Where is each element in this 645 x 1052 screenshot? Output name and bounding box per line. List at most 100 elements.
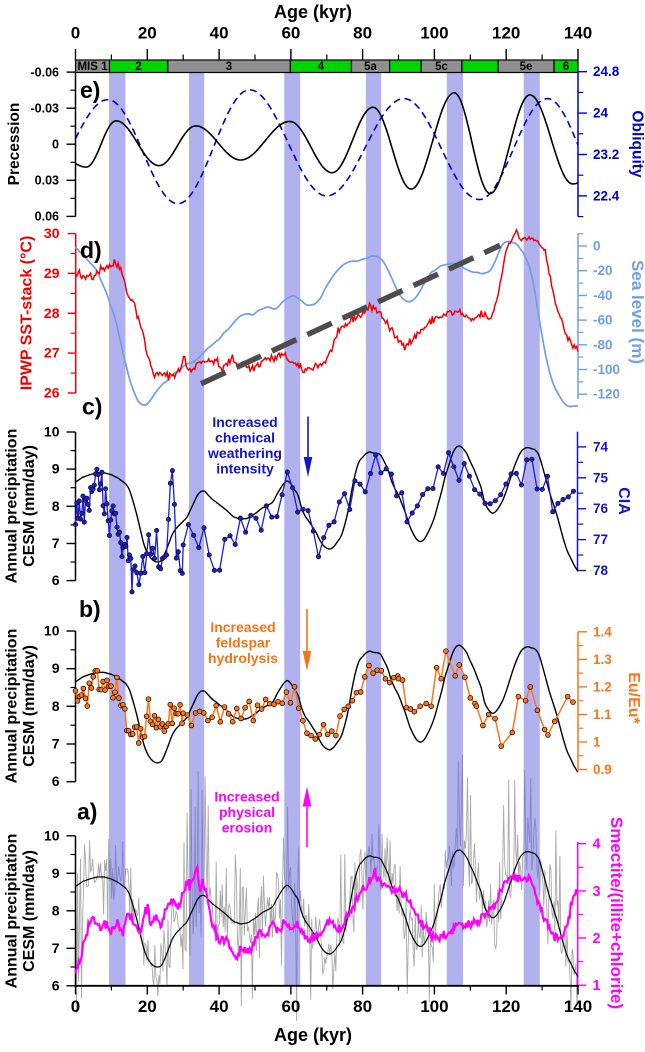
svg-text:MIS 1: MIS 1 <box>77 61 108 73</box>
svg-text:75: 75 <box>593 470 609 485</box>
svg-text:140: 140 <box>564 997 592 1016</box>
svg-text:1.2: 1.2 <box>593 679 612 694</box>
svg-text:10: 10 <box>44 623 60 639</box>
svg-text:7: 7 <box>52 940 60 956</box>
svg-text:76: 76 <box>593 501 609 516</box>
svg-text:120: 120 <box>492 24 520 43</box>
svg-text:0.06: 0.06 <box>35 210 59 224</box>
svg-text:weathering: weathering <box>207 445 282 461</box>
svg-text:77: 77 <box>593 532 608 547</box>
svg-text:Smectite/(illite+chlorite): Smectite/(illite+chlorite) <box>607 817 626 1009</box>
svg-text:22.4: 22.4 <box>593 188 620 203</box>
svg-text:24: 24 <box>593 106 609 121</box>
svg-text:28: 28 <box>44 305 60 321</box>
svg-text:physical: physical <box>219 804 275 820</box>
svg-text:0: 0 <box>71 997 80 1016</box>
svg-text:5c: 5c <box>435 61 448 73</box>
svg-text:6: 6 <box>52 572 60 588</box>
svg-text:Annual precipitation: Annual precipitation <box>4 834 21 989</box>
svg-text:60: 60 <box>281 24 300 43</box>
svg-text:78: 78 <box>593 563 609 578</box>
svg-text:chemical: chemical <box>215 430 275 446</box>
svg-text:CESM (mm/day): CESM (mm/day) <box>21 445 38 567</box>
svg-text:Sea level (m): Sea level (m) <box>628 260 645 364</box>
svg-text:26: 26 <box>44 385 60 401</box>
svg-text:-60: -60 <box>593 313 613 328</box>
svg-text:30: 30 <box>44 225 60 241</box>
svg-text:80: 80 <box>353 997 372 1016</box>
svg-text:-120: -120 <box>593 387 620 402</box>
svg-text:Age (kyr): Age (kyr) <box>274 2 352 22</box>
svg-text:5a: 5a <box>364 61 377 73</box>
svg-text:2: 2 <box>135 61 141 73</box>
svg-text:a): a) <box>77 799 97 825</box>
svg-text:1.4: 1.4 <box>593 624 612 639</box>
svg-text:b): b) <box>79 596 101 622</box>
svg-text:1: 1 <box>593 978 601 994</box>
svg-text:100: 100 <box>420 24 448 43</box>
svg-text:1.3: 1.3 <box>593 652 612 667</box>
svg-text:40: 40 <box>210 997 229 1016</box>
svg-text:CESM (mm/day): CESM (mm/day) <box>21 645 38 767</box>
svg-text:3: 3 <box>593 884 601 900</box>
svg-text:7: 7 <box>52 535 60 551</box>
svg-text:Age (kyr): Age (kyr) <box>274 1025 352 1045</box>
svg-text:hydrolysis: hydrolysis <box>208 650 278 666</box>
svg-text:6: 6 <box>52 773 60 789</box>
svg-text:20: 20 <box>138 997 157 1016</box>
svg-text:10: 10 <box>44 424 60 440</box>
svg-text:9: 9 <box>52 865 60 881</box>
svg-text:CIA: CIA <box>615 487 632 515</box>
svg-text:29: 29 <box>44 265 60 281</box>
svg-text:4: 4 <box>593 837 601 853</box>
svg-text:c): c) <box>82 394 102 420</box>
svg-text:74: 74 <box>593 439 609 454</box>
svg-text:Eu/Eu*: Eu/Eu* <box>625 672 642 724</box>
svg-text:9: 9 <box>52 660 60 676</box>
svg-text:0: 0 <box>71 24 80 43</box>
svg-text:-0.06: -0.06 <box>31 65 60 79</box>
svg-text:Obliquity: Obliquity <box>629 110 645 178</box>
svg-text:4: 4 <box>318 61 325 73</box>
svg-text:7: 7 <box>52 736 60 752</box>
svg-text:-100: -100 <box>593 362 620 377</box>
svg-text:6: 6 <box>563 61 569 73</box>
svg-text:8: 8 <box>52 902 60 918</box>
svg-text:80: 80 <box>353 24 372 43</box>
svg-text:140: 140 <box>564 24 592 43</box>
svg-text:2: 2 <box>593 931 601 947</box>
svg-text:-80: -80 <box>593 337 613 352</box>
svg-text:0: 0 <box>52 137 59 151</box>
svg-text:1.1: 1.1 <box>593 707 612 722</box>
svg-text:1: 1 <box>593 735 601 750</box>
svg-text:0: 0 <box>593 239 601 254</box>
svg-text:-40: -40 <box>593 288 613 303</box>
svg-text:10: 10 <box>44 827 60 843</box>
svg-text:9: 9 <box>52 461 60 477</box>
svg-text:40: 40 <box>210 24 229 43</box>
svg-text:intensity: intensity <box>216 461 274 477</box>
svg-text:Increased: Increased <box>210 619 275 635</box>
svg-text:100: 100 <box>420 997 448 1016</box>
svg-text:d): d) <box>80 237 102 263</box>
svg-text:-20: -20 <box>593 263 613 278</box>
svg-text:feldspar: feldspar <box>216 635 271 651</box>
svg-text:27: 27 <box>44 345 60 361</box>
svg-text:Precession: Precession <box>6 103 23 186</box>
svg-text:e): e) <box>80 77 100 103</box>
svg-text:24.8: 24.8 <box>593 64 620 79</box>
svg-text:23.2: 23.2 <box>593 147 619 162</box>
svg-text:0.03: 0.03 <box>35 174 59 188</box>
svg-text:6: 6 <box>52 977 60 993</box>
svg-text:erosion: erosion <box>222 820 273 836</box>
svg-text:8: 8 <box>52 498 60 514</box>
svg-text:20: 20 <box>138 24 157 43</box>
svg-text:Annual precipitation: Annual precipitation <box>4 629 21 784</box>
svg-text:Increased: Increased <box>214 789 279 805</box>
svg-text:5e: 5e <box>520 61 533 73</box>
svg-text:60: 60 <box>281 997 300 1016</box>
svg-text:3: 3 <box>226 61 232 73</box>
svg-text:Annual precipitation: Annual precipitation <box>4 429 21 584</box>
svg-text:-0.03: -0.03 <box>31 101 60 115</box>
svg-text:8: 8 <box>52 698 60 714</box>
